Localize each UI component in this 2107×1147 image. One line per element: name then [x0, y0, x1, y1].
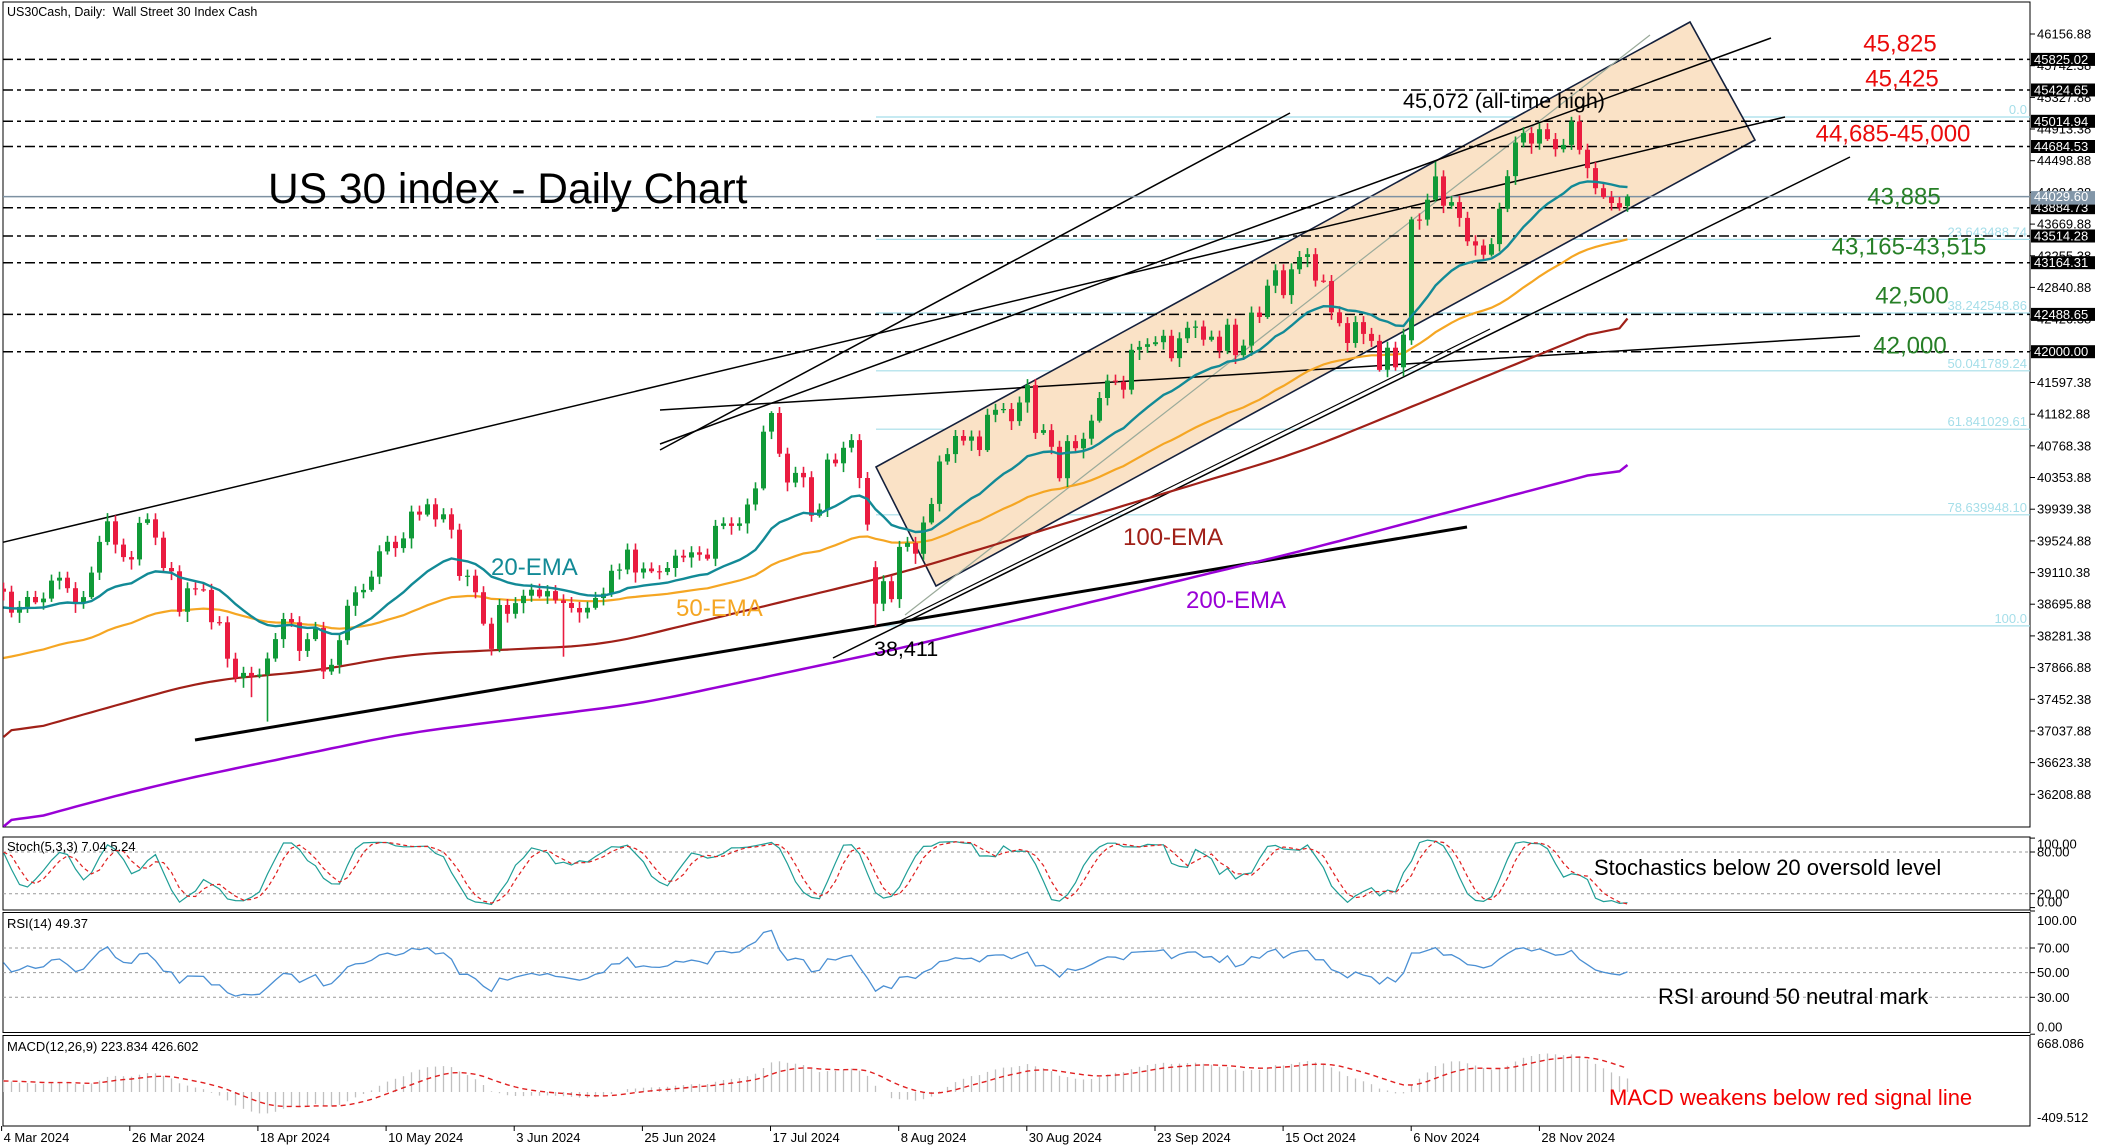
svg-text:46156.88: 46156.88	[2037, 27, 2091, 42]
svg-text:45424.65: 45424.65	[2034, 83, 2088, 98]
svg-text:41597.38: 41597.38	[2037, 375, 2091, 390]
svg-text:36208.88: 36208.88	[2037, 787, 2091, 802]
svg-text:43669.88: 43669.88	[2037, 217, 2091, 232]
svg-text:15 Oct 2024: 15 Oct 2024	[1285, 1130, 1356, 1145]
svg-text:70.00: 70.00	[2037, 941, 2070, 956]
svg-text:44,685-45,000: 44,685-45,000	[1816, 121, 1971, 148]
svg-text:200-EMA: 200-EMA	[1186, 587, 1286, 614]
svg-text:43,885: 43,885	[1867, 184, 1940, 211]
svg-text:Stochastics below 20 oversold: Stochastics below 20 oversold level	[1594, 855, 1941, 880]
svg-text:0.0: 0.0	[2009, 102, 2027, 117]
svg-text:6 Nov 2024: 6 Nov 2024	[1413, 1130, 1480, 1145]
svg-text:23 Sep 2024: 23 Sep 2024	[1157, 1130, 1231, 1145]
svg-text:-409.512: -409.512	[2037, 1110, 2088, 1125]
svg-text:40353.88: 40353.88	[2037, 470, 2091, 485]
svg-text:17 Jul 2024: 17 Jul 2024	[773, 1130, 840, 1145]
svg-text:44029.60: 44029.60	[2034, 189, 2088, 204]
svg-text:45014.94: 45014.94	[2034, 114, 2088, 129]
svg-text:100.00: 100.00	[2037, 913, 2077, 928]
svg-text:38.242548.86: 38.242548.86	[1947, 298, 2027, 313]
svg-text:41182.88: 41182.88	[2037, 407, 2090, 422]
svg-text:36623.38: 36623.38	[2037, 755, 2091, 770]
svg-text:42488.65: 42488.65	[2034, 307, 2088, 322]
svg-text:39110.38: 39110.38	[2037, 565, 2090, 580]
svg-text:50-EMA: 50-EMA	[676, 595, 763, 622]
svg-text:39939.38: 39939.38	[2037, 502, 2091, 517]
svg-text:38,411: 38,411	[874, 637, 938, 661]
svg-text:RSI around 50 neutral mark: RSI around 50 neutral mark	[1658, 984, 1929, 1009]
svg-text:78.639948.10: 78.639948.10	[1947, 500, 2027, 515]
svg-text:0.00: 0.00	[2037, 895, 2062, 910]
svg-text:50.00: 50.00	[2037, 965, 2070, 980]
svg-text:42,000: 42,000	[1873, 333, 1946, 360]
svg-text:43,165-43,515: 43,165-43,515	[1832, 234, 1987, 261]
svg-text:45825.02: 45825.02	[2034, 52, 2088, 67]
svg-text:US30Cash, Daily: Wall Street: US30Cash, Daily: Wall Street 30 Index Ca…	[7, 5, 257, 19]
svg-text:37037.88: 37037.88	[2037, 724, 2091, 739]
svg-text:28 Nov 2024: 28 Nov 2024	[1541, 1130, 1615, 1145]
svg-text:40768.38: 40768.38	[2037, 438, 2091, 453]
svg-text:37452.38: 37452.38	[2037, 692, 2091, 707]
svg-text:3 Jun 2024: 3 Jun 2024	[516, 1130, 580, 1145]
svg-text:100.0: 100.0	[1994, 611, 2027, 626]
svg-text:4 Mar 2024: 4 Mar 2024	[4, 1130, 70, 1145]
svg-text:44498.88: 44498.88	[2037, 153, 2091, 168]
svg-text:42000.00: 42000.00	[2034, 344, 2088, 359]
svg-text:20.00: 20.00	[2037, 887, 2070, 902]
svg-text:61.841029.61: 61.841029.61	[1947, 414, 2027, 429]
svg-text:18 Apr 2024: 18 Apr 2024	[260, 1130, 330, 1145]
svg-text:45,072 (all-time high): 45,072 (all-time high)	[1403, 89, 1605, 113]
svg-text:43514.28: 43514.28	[2034, 229, 2088, 244]
svg-text:10 May 2024: 10 May 2024	[388, 1130, 463, 1145]
svg-text:MACD(12,26,9) 223.834 426.602: MACD(12,26,9) 223.834 426.602	[7, 1039, 199, 1054]
svg-text:20-EMA: 20-EMA	[491, 554, 578, 581]
svg-text:50.041789.24: 50.041789.24	[1947, 356, 2027, 371]
svg-text:US 30 index - Daily Chart: US 30 index - Daily Chart	[268, 166, 748, 213]
svg-text:37866.88: 37866.88	[2037, 660, 2091, 675]
svg-text:42840.88: 42840.88	[2037, 280, 2091, 295]
svg-text:45,425: 45,425	[1865, 66, 1938, 93]
svg-text:0.00: 0.00	[2037, 1019, 2062, 1034]
svg-text:100.00: 100.00	[2037, 837, 2077, 852]
svg-text:80.00: 80.00	[2037, 845, 2070, 860]
svg-text:38695.88: 38695.88	[2037, 597, 2091, 612]
svg-text:38281.38: 38281.38	[2037, 628, 2091, 643]
svg-text:43164.31: 43164.31	[2034, 255, 2088, 270]
svg-text:26 Mar 2024: 26 Mar 2024	[132, 1130, 205, 1145]
svg-text:44684.53: 44684.53	[2034, 139, 2088, 154]
svg-text:RSI(14) 49.37: RSI(14) 49.37	[7, 916, 88, 931]
svg-text:30.00: 30.00	[2037, 990, 2070, 1005]
svg-text:39524.88: 39524.88	[2037, 533, 2091, 548]
svg-text:668.086: 668.086	[2037, 1036, 2084, 1051]
svg-text:25 Jun 2024: 25 Jun 2024	[644, 1130, 716, 1145]
svg-text:MACD weakens below red signal: MACD weakens below red signal line	[1609, 1085, 1972, 1110]
svg-text:8 Aug 2024: 8 Aug 2024	[901, 1130, 967, 1145]
svg-text:30 Aug 2024: 30 Aug 2024	[1029, 1130, 1102, 1145]
svg-text:42,500: 42,500	[1875, 283, 1948, 310]
svg-text:45,825: 45,825	[1863, 31, 1936, 58]
svg-text:Stoch(5,3,3) 7.04 5.24: Stoch(5,3,3) 7.04 5.24	[7, 839, 136, 854]
svg-text:100-EMA: 100-EMA	[1123, 524, 1223, 551]
